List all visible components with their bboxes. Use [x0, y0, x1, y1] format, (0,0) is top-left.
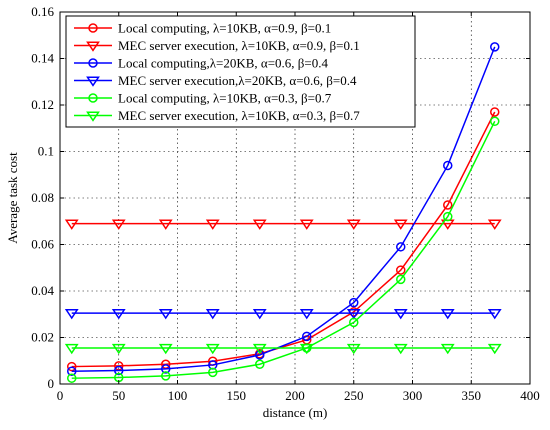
x-tick-label: 400	[520, 388, 540, 403]
data-point	[158, 343, 173, 355]
legend-item: MEC server execution, λ=10KB, α=0.9, β=0…	[74, 38, 360, 53]
data-point	[443, 200, 453, 210]
data-point	[252, 343, 267, 355]
legend-label: MEC server execution, λ=10KB, α=0.9, β=0…	[118, 38, 360, 53]
data-point	[393, 219, 408, 230]
data-point	[111, 309, 126, 320]
y-tick-label: 0.08	[31, 190, 54, 205]
legend-marker	[86, 76, 100, 87]
x-tick-label: 350	[462, 388, 482, 403]
series-2	[67, 42, 500, 376]
legend-marker	[88, 93, 98, 103]
data-point	[208, 367, 218, 378]
data-point	[158, 219, 173, 230]
data-point	[443, 160, 453, 171]
data-point	[67, 366, 77, 376]
data-point	[349, 297, 359, 308]
data-point	[111, 219, 126, 230]
data-point	[252, 309, 267, 320]
data-point	[299, 343, 314, 355]
legend-item: MEC server execution, λ=10KB, α=0.3, β=0…	[74, 108, 360, 123]
data-point	[346, 309, 361, 320]
y-tick-label: 0.16	[31, 4, 54, 19]
legend-item: Local computing,λ=20KB, α=0.6, β=0.4	[74, 56, 328, 71]
data-point	[114, 365, 124, 376]
x-tick-label: 250	[344, 388, 364, 403]
data-point	[440, 309, 455, 320]
data-point	[443, 211, 453, 222]
data-point	[158, 309, 173, 320]
data-point	[396, 265, 406, 275]
x-tick-label: 300	[403, 388, 423, 403]
series-line	[71, 111, 496, 368]
series-5	[64, 343, 502, 355]
data-point	[487, 309, 502, 320]
x-axis-label: distance (m)	[263, 405, 328, 420]
data-point	[393, 309, 408, 320]
data-point	[396, 274, 406, 285]
data-point	[349, 317, 359, 328]
y-tick-label: 0.14	[31, 51, 54, 66]
legend-marker	[88, 23, 98, 33]
data-point	[440, 343, 455, 355]
legend: Local computing, λ=10KB, α=0.9, β=0.1 MEC…	[65, 15, 416, 128]
legend-marker	[88, 58, 98, 68]
axis-ticks: 0 50 100 150 200 250 300 350 400 0 0.02 0.04 0.06 0.0…	[31, 4, 540, 403]
y-axis-label: Average task cost	[5, 152, 20, 244]
data-point	[346, 219, 361, 230]
y-tick-label: 0.04	[31, 283, 54, 298]
series-line	[71, 120, 496, 379]
legend-item: MEC server execution,λ=20KB, α=0.6, β=0.…	[74, 73, 357, 88]
data-point	[396, 242, 406, 252]
data-point	[205, 309, 220, 320]
data-point	[487, 219, 502, 230]
y-tick-label: 0	[48, 376, 55, 391]
series-line	[71, 46, 496, 372]
legend-label: MEC server execution, λ=10KB, α=0.3, β=0…	[118, 108, 360, 123]
legend-label: Local computing, λ=10KB, α=0.9, β=0.1	[118, 21, 331, 36]
data-point	[64, 309, 79, 320]
data-point	[490, 116, 500, 127]
y-tick-label: 0.1	[38, 144, 54, 159]
data-point	[490, 107, 500, 117]
data-point	[346, 343, 361, 355]
y-tick-label: 0.02	[31, 330, 54, 345]
legend-label: Local computing,λ=20KB, α=0.6, β=0.4	[118, 56, 328, 71]
x-tick-label: 100	[168, 388, 188, 403]
data-point	[252, 219, 267, 230]
legend-marker	[86, 41, 100, 52]
y-tick-label: 0.12	[31, 97, 54, 112]
data-point	[255, 359, 265, 369]
data-point	[161, 364, 171, 374]
data-point	[161, 371, 171, 381]
data-point	[205, 343, 220, 355]
series-layer	[64, 42, 502, 383]
y-tick-label: 0.06	[31, 237, 54, 252]
data-point	[205, 219, 220, 230]
x-tick-label: 0	[57, 388, 64, 403]
data-point	[64, 343, 79, 355]
x-tick-label: 150	[227, 388, 247, 403]
data-point	[255, 350, 265, 360]
legend-box	[65, 15, 416, 128]
x-tick-label: 50	[112, 388, 125, 403]
legend-item: Local computing, λ=10KB, α=0.3, β=0.7	[74, 91, 332, 106]
x-tick-label: 200	[285, 388, 305, 403]
data-point	[302, 331, 312, 342]
series-3	[64, 309, 502, 320]
data-point	[393, 343, 408, 355]
legend-item: Local computing, λ=10KB, α=0.9, β=0.1	[74, 21, 331, 36]
data-point	[67, 373, 77, 383]
data-point	[299, 219, 314, 230]
legend-label: MEC server execution,λ=20KB, α=0.6, β=0.…	[118, 73, 357, 88]
data-point	[487, 343, 502, 355]
data-point	[111, 343, 126, 355]
data-point	[299, 309, 314, 320]
data-point	[490, 42, 500, 52]
legend-marker	[86, 111, 100, 122]
legend-label: Local computing, λ=10KB, α=0.3, β=0.7	[118, 91, 332, 106]
data-point	[64, 219, 79, 230]
